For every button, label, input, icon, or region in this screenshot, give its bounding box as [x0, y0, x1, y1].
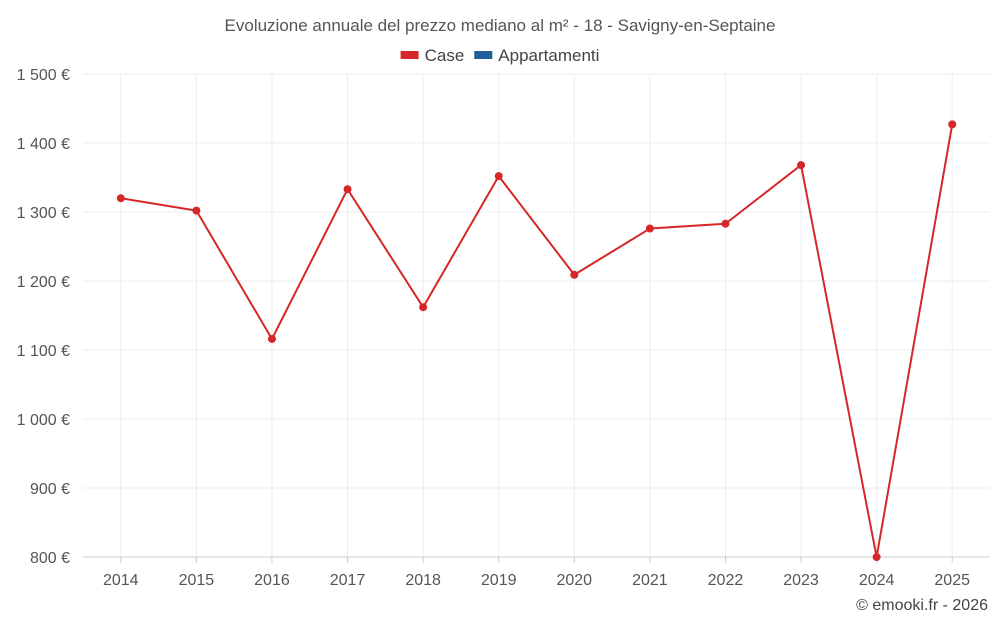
data-point[interactable]	[645, 224, 654, 233]
series-line-case	[120, 124, 954, 558]
y-tick-label: 1 400 €	[17, 136, 70, 153]
y-tick-label: 800 €	[30, 550, 70, 567]
data-point[interactable]	[721, 219, 730, 228]
data-point[interactable]	[116, 194, 125, 203]
series-layer	[116, 120, 957, 561]
x-tick-label: 2016	[254, 572, 290, 589]
legend-label: Case	[425, 46, 465, 65]
x-tick-label: 2024	[859, 572, 895, 589]
legend-swatch	[400, 51, 419, 59]
axes: 800 € 900 € 1 000 € 1 100 € 1 200 € 1 300 € 1 …	[17, 67, 990, 589]
credit-text: © emooki.fr - 2026	[856, 597, 988, 614]
data-point[interactable]	[343, 185, 352, 194]
x-tick-label: 2018	[405, 572, 441, 589]
data-point[interactable]	[872, 553, 881, 561]
x-tick-label: 2017	[330, 572, 366, 589]
data-point[interactable]	[267, 334, 276, 343]
y-tick-label: 1 200 €	[17, 274, 70, 291]
data-point[interactable]	[494, 172, 503, 181]
chart-title: Evoluzione annuale del prezzo mediano al…	[225, 16, 776, 35]
legend-item-case[interactable]: Case	[400, 46, 465, 65]
legend-swatch	[474, 51, 493, 59]
y-tick-label: 1 300 €	[17, 205, 70, 222]
x-tick-label: 2025	[934, 572, 970, 589]
y-tick-label: 1 100 €	[17, 343, 70, 360]
x-tick-label: 2020	[556, 572, 592, 589]
legend-item-appartamenti[interactable]: Appartamenti	[474, 46, 599, 65]
legend-label: Appartamenti	[498, 46, 599, 65]
x-tick-label: 2019	[481, 572, 517, 589]
grid	[83, 73, 990, 557]
y-tick-label: 1 000 €	[17, 412, 70, 429]
data-point[interactable]	[419, 303, 428, 312]
x-tick-label: 2022	[708, 572, 744, 589]
data-point[interactable]	[570, 270, 579, 279]
data-point[interactable]	[948, 120, 957, 129]
x-tick-label: 2015	[179, 572, 215, 589]
x-tick-label: 2021	[632, 572, 668, 589]
data-point[interactable]	[192, 206, 201, 215]
x-tick-label: 2023	[783, 572, 819, 589]
y-tick-label: 900 €	[30, 481, 70, 498]
legend[interactable]: Case Appartamenti	[400, 46, 600, 65]
y-tick-label: 1 500 €	[17, 67, 70, 84]
data-point[interactable]	[797, 161, 806, 170]
x-tick-label: 2014	[103, 572, 139, 589]
